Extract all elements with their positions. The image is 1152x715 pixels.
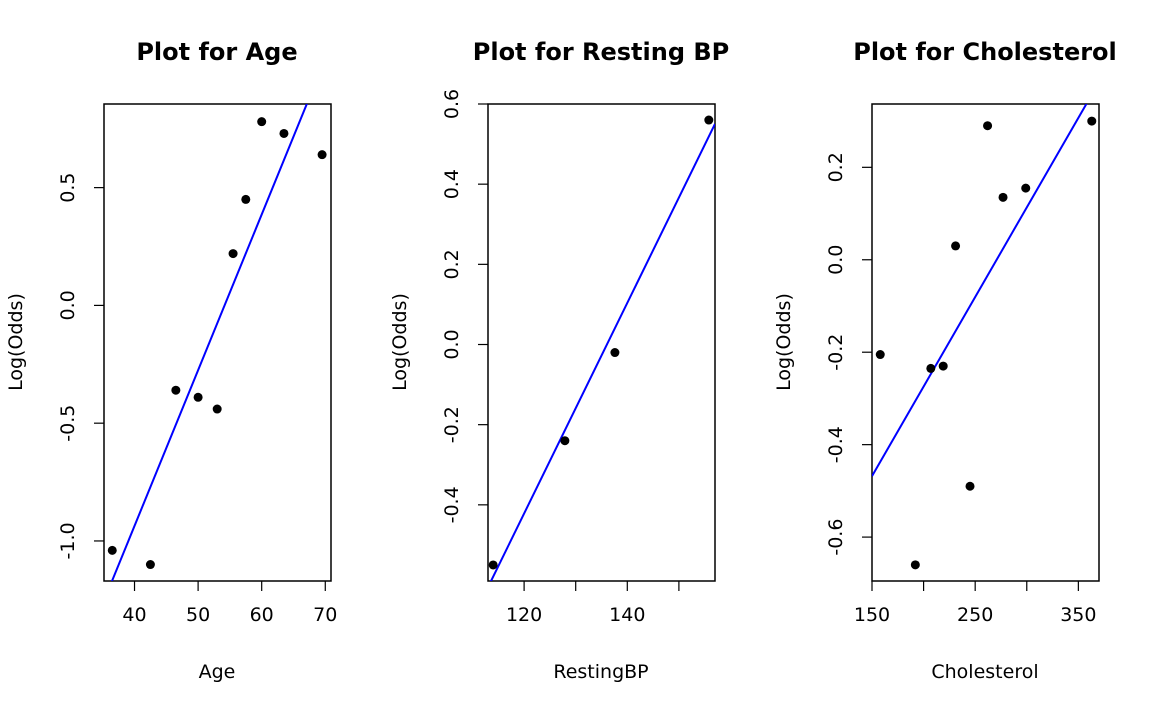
data-point (1021, 183, 1031, 193)
y-tick-label: -0.2 (441, 406, 463, 443)
x-tick-label: 350 (1060, 604, 1096, 626)
x-tick-label: 70 (313, 604, 337, 626)
y-tick-label: 0.2 (441, 249, 463, 279)
y-tick-label: -0.6 (825, 519, 847, 556)
y-tick-label: 0.0 (441, 329, 463, 359)
data-point (193, 392, 203, 402)
y-tick-label: 0.5 (57, 173, 79, 203)
y-tick-label: 0.2 (825, 152, 847, 182)
y-axis-label: Log(Odds) (773, 293, 795, 391)
chart-title: Plot for Resting BP (473, 38, 730, 66)
fit-line (110, 104, 308, 581)
data-point (965, 481, 975, 491)
y-tick-label: -0.5 (57, 405, 79, 442)
data-point (488, 560, 498, 570)
data-point (241, 194, 251, 204)
y-tick-label: 0.0 (825, 245, 847, 275)
chart-title: Plot for Cholesterol (853, 38, 1117, 66)
plot-frame (103, 103, 332, 582)
data-point (228, 249, 238, 259)
x-axis-label: Cholesterol (931, 661, 1038, 683)
data-point (257, 117, 267, 127)
x-tick-label: 40 (122, 604, 146, 626)
data-point (212, 404, 222, 414)
x-axis-label: Age (199, 661, 236, 683)
x-tick-label: 60 (250, 604, 274, 626)
chart-title: Plot for Age (136, 38, 297, 66)
y-tick-label: 0.6 (441, 89, 463, 119)
y-tick-label: -0.4 (441, 486, 463, 523)
panel-cholesterol: Plot for Cholesterol Cholesterol Log(Odd… (773, 38, 1117, 683)
data-point (560, 436, 570, 446)
data-point (910, 560, 920, 570)
x-axis-label: RestingBP (553, 661, 648, 683)
y-axis-label: Log(Odds) (389, 293, 411, 391)
x-tick-label: 140 (609, 604, 645, 626)
fit-line (489, 123, 715, 581)
data-point (610, 348, 620, 358)
data-point (107, 545, 117, 555)
data-point (279, 128, 289, 138)
y-axis-label: Log(Odds) (5, 293, 27, 391)
data-point (983, 121, 993, 131)
data-point (938, 361, 948, 371)
data-point (875, 350, 885, 360)
panel-age: Plot for Age Age Log(Odds) 40 50 60 70 -1.0 -… (5, 38, 337, 683)
x-tick-label: 50 (186, 604, 210, 626)
data-point (171, 385, 181, 395)
x-tick-label: 250 (957, 604, 993, 626)
y-tick-label: -1.0 (57, 522, 79, 559)
y-tick-label: 0.0 (57, 290, 79, 320)
data-point (926, 363, 936, 373)
data-point (704, 115, 714, 125)
data-point (998, 192, 1008, 202)
data-point (951, 241, 961, 251)
data-point (317, 150, 327, 160)
y-tick-label: 0.4 (441, 169, 463, 199)
x-tick-label: 150 (854, 604, 890, 626)
data-point (145, 560, 155, 570)
panel-resting-bp: Plot for Resting BP RestingBP Log(Odds) … (389, 38, 729, 683)
plot-frame (487, 103, 716, 582)
y-tick-label: -0.4 (825, 426, 847, 463)
data-point (1087, 116, 1097, 126)
plot-frame (871, 103, 1100, 582)
x-tick-label: 120 (506, 604, 542, 626)
fit-line (872, 104, 1088, 477)
y-tick-label: -0.2 (825, 334, 847, 371)
